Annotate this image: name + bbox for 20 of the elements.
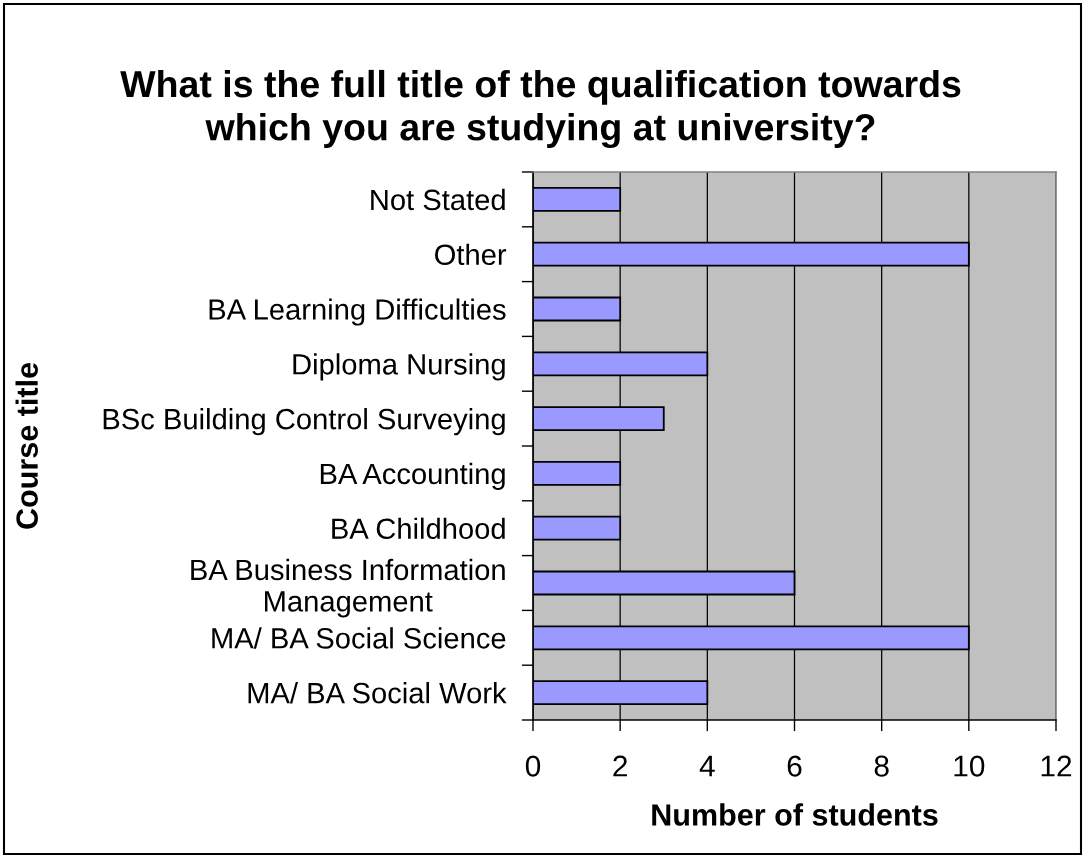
y-tick-label: BA Learning Difficulties [209,298,506,326]
y-tick-label: MA/ BA Social Science [212,627,506,649]
x-tick-label: 8 [874,755,889,777]
x-tick-label: 12 [1041,755,1072,777]
x-tick-label: 2 [613,755,627,777]
y-tick-label: BA Childhood [332,517,505,540]
x-axis-title: Number of students [652,803,938,826]
x-tick-label: 6 [787,755,802,777]
y-tick-label: BA Business Information Management [191,558,505,618]
y-axis-title: Course title [15,362,38,529]
x-tick-label: 0 [525,755,541,777]
chart-title: What is the full title of the qualification towards which you are studying at university? [120,69,961,149]
y-tick-label: Not Stated [371,188,505,211]
x-tick-label: 10 [954,755,985,777]
y-tick-label: BA Accounting [320,462,505,491]
y-tick-label: BSc Building Control Surveying [103,408,505,436]
x-tick-label: 4 [699,755,715,777]
y-tick-label: MA/ BA Social Work [248,682,507,704]
y-tick-label: Other [435,243,507,266]
y-tick-label: Diploma Nursing [293,353,505,381]
